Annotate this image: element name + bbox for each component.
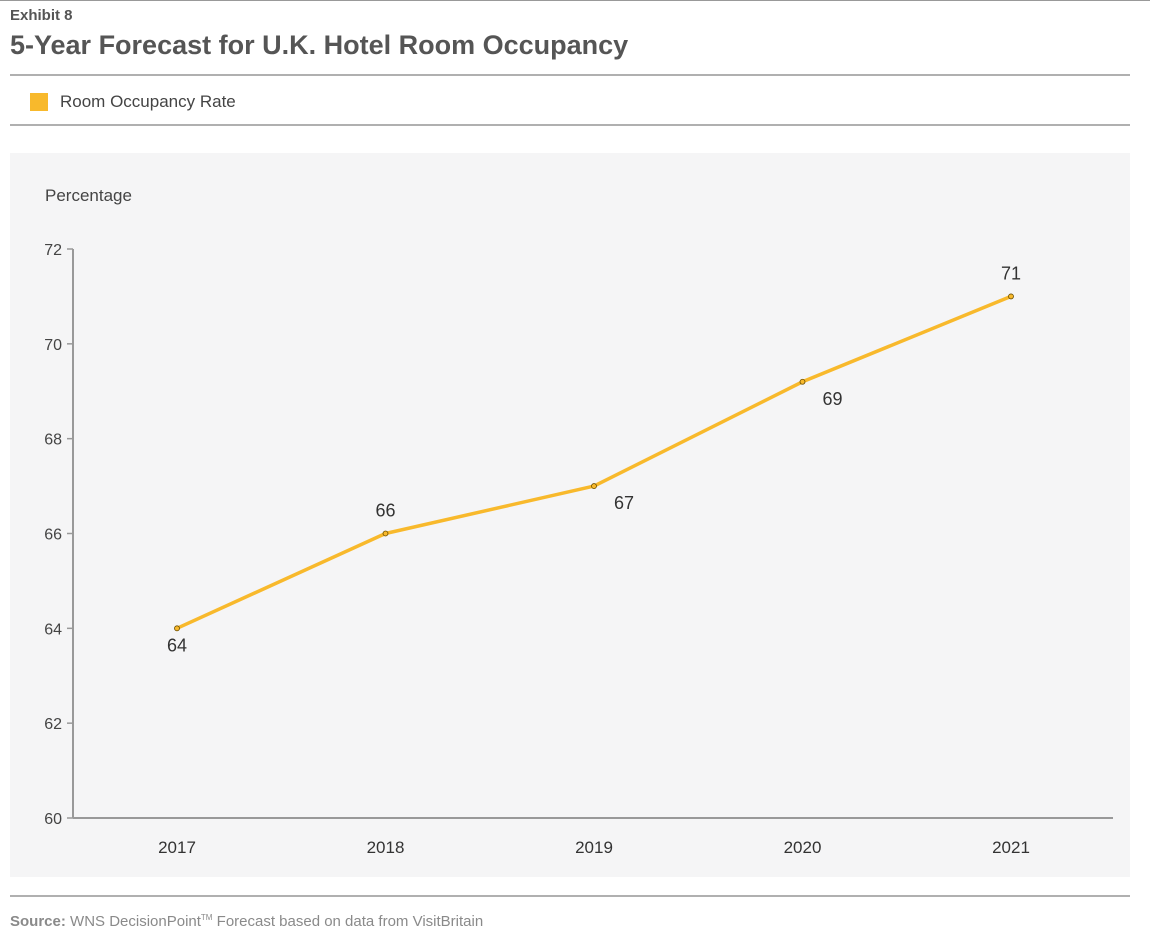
title-divider xyxy=(10,74,1130,76)
legend-swatch xyxy=(30,93,48,111)
data-label: 67 xyxy=(614,493,634,513)
x-tick-label: 2018 xyxy=(367,838,405,857)
x-tick-label: 2021 xyxy=(992,838,1030,857)
legend-divider xyxy=(10,124,1130,126)
y-tick-label: 62 xyxy=(44,716,62,733)
x-tick-label: 2019 xyxy=(575,838,613,857)
chart-panel: Percentage 60 62 64 66 68 70 72 2017 2018 2019 2020… xyxy=(10,153,1130,877)
x-tick-label: 2017 xyxy=(158,838,196,857)
source-prefix: Source: xyxy=(10,913,66,930)
legend-label: Room Occupancy Rate xyxy=(60,92,236,111)
chart-title: 5-Year Forecast for U.K. Hotel Room Occu… xyxy=(10,30,629,60)
source-rest: Forecast based on data from VisitBritain xyxy=(212,913,484,930)
data-point xyxy=(1008,293,1014,300)
y-tick-label: 64 xyxy=(44,621,62,638)
trademark-mark: TM xyxy=(200,913,213,922)
x-tick-label: 2020 xyxy=(784,838,822,857)
y-tick-label: 66 xyxy=(44,527,62,544)
exhibit-label: Exhibit 8 xyxy=(10,7,73,24)
footer-divider xyxy=(10,895,1130,897)
y-tick-label: 70 xyxy=(44,337,62,354)
y-axis-label: Percentage xyxy=(45,186,132,205)
line-chart: Percentage 60 62 64 66 68 70 72 2017 2018 2019 2020… xyxy=(44,186,1113,857)
top-border xyxy=(0,0,1150,1)
source-brand: WNS DecisionPoint xyxy=(70,913,201,930)
data-point xyxy=(174,625,180,632)
data-label: 71 xyxy=(1001,263,1021,283)
data-label: 64 xyxy=(167,635,187,655)
data-point xyxy=(591,483,597,489)
y-tick-label: 68 xyxy=(44,432,62,449)
data-point xyxy=(799,378,806,385)
legend: Room Occupancy Rate xyxy=(30,92,236,112)
series-line xyxy=(176,294,1012,630)
data-label: 69 xyxy=(822,389,842,409)
y-tick-label: 72 xyxy=(44,242,62,259)
source-note: Source: WNS DecisionPointTM Forecast bas… xyxy=(10,913,483,930)
data-point xyxy=(382,530,389,537)
data-label: 66 xyxy=(375,501,395,521)
y-tick-label: 60 xyxy=(44,811,62,828)
